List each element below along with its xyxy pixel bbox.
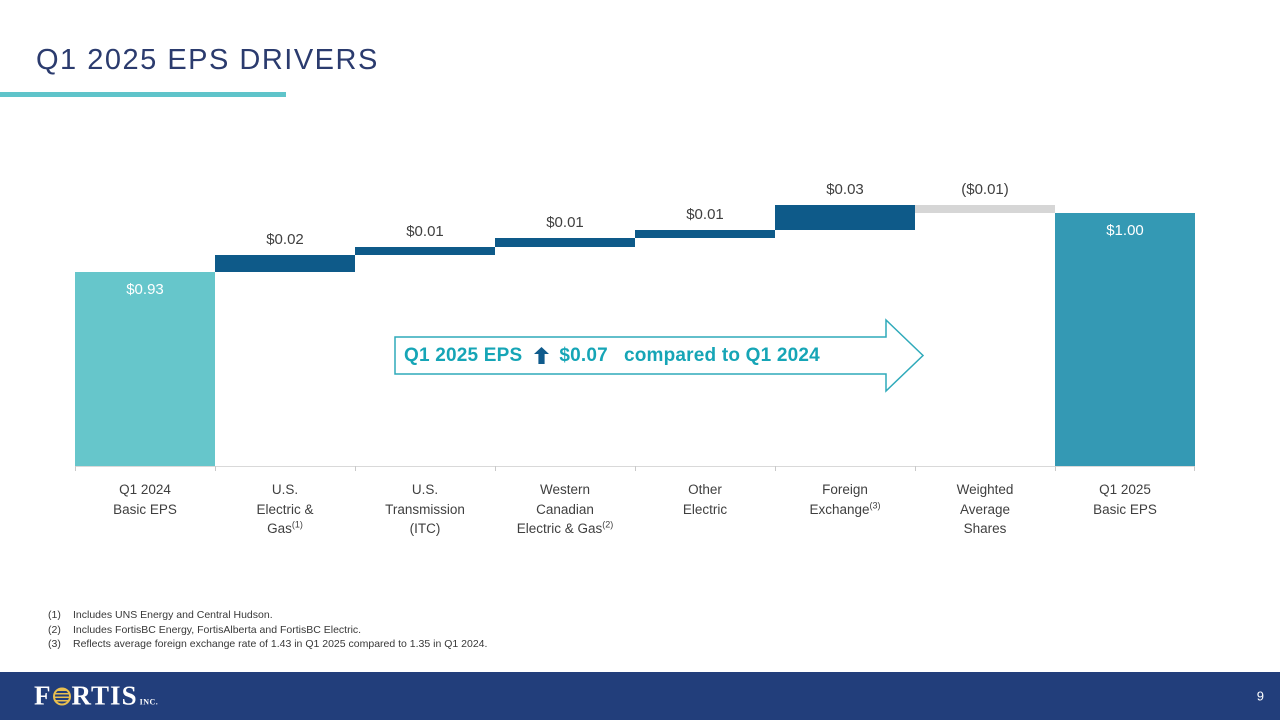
waterfall-bar-4: [495, 238, 635, 247]
axis-tick: [75, 466, 76, 471]
logo-inc-suffix: INC.: [139, 697, 159, 707]
waterfall-bar-5: [635, 230, 775, 239]
axis-tick: [355, 466, 356, 471]
category-label-3: U.S. Transmission (ITC): [385, 482, 465, 536]
footnote-text: Includes FortisBC Energy, FortisAlberta …: [73, 623, 362, 636]
callout-arrow-shape: [394, 318, 925, 393]
footnote-number: (3): [48, 638, 61, 650]
waterfall-bar-6: [775, 204, 915, 231]
footnotes: (1) Includes UNS Energy and Central Huds…: [48, 610, 487, 654]
axis-tick: [495, 466, 496, 471]
footnote-1: (1) Includes UNS Energy and Central Huds…: [48, 610, 487, 621]
waterfall-bar-2: [215, 255, 355, 273]
bar-value-label-8: $1.00: [1106, 222, 1144, 240]
callout-suffix: compared to Q1 2024: [623, 344, 820, 366]
category-label-2: U.S. Electric & Gas(1): [256, 482, 314, 536]
axis-tick: [915, 466, 916, 471]
footnote-text: Includes UNS Energy and Central Hudson.: [73, 609, 273, 621]
waterfall-bar-7: [915, 204, 1055, 214]
bar-value-label-4: $0.01: [546, 214, 584, 232]
bar-value-label-2: $0.02: [266, 231, 304, 249]
up-arrow-icon: [534, 347, 550, 364]
fortis-logo: F RTIS INC.: [34, 681, 158, 712]
callout-amount: $0.07: [559, 344, 608, 366]
page-title: Q1 2025 EPS DRIVERS: [36, 44, 379, 76]
bar-value-label-5: $0.01: [686, 206, 724, 224]
footnote-text: Reflects average foreign exchange rate o…: [73, 638, 488, 650]
logo-letter-f: F: [34, 680, 52, 711]
category-label-8: Q1 2025 Basic EPS: [1093, 482, 1157, 517]
category-label-7: Weighted Average Shares: [956, 482, 1014, 536]
logo-letters-rtis: RTIS: [71, 680, 138, 711]
logo-o-waves-icon: [52, 687, 71, 706]
bar-value-label-1: $0.93: [126, 281, 164, 299]
axis-tick: [635, 466, 636, 471]
category-labels: Q1 2024 Basic EPS U.S. Electric & Gas(1) U.S.…: [75, 480, 1195, 539]
page-number: 9: [1256, 688, 1264, 704]
bar-value-label-7: ($0.01): [961, 180, 1009, 198]
axis-tick: [1194, 466, 1195, 471]
title-accent-rule: [0, 92, 286, 97]
waterfall-bar-3: [355, 246, 495, 256]
axis-tick: [775, 466, 776, 471]
category-label-1: Q1 2024 Basic EPS: [113, 482, 177, 517]
footer-bar: F RTIS INC. 9: [0, 672, 1280, 720]
category-label-4: Western Canadian Electric & Gas(2): [516, 482, 614, 536]
callout-prefix: Q1 2025 EPS: [404, 344, 523, 366]
footnote-3: (3) Reflects average foreign exchange ra…: [48, 639, 487, 650]
waterfall-bar-8: [1055, 213, 1195, 466]
waterfall-plot: $0.93 $0.02 $0.01 $0.01 $0.01 $0.03 ($0.01) $1.…: [75, 150, 1195, 471]
axis-tick: [215, 466, 216, 471]
footnote-number: (1): [48, 609, 61, 621]
axis-tick: [1055, 466, 1056, 471]
footnote-2: (2) Includes FortisBC Energy, FortisAlbe…: [48, 623, 487, 636]
bar-value-label-6: $0.03: [826, 180, 864, 198]
category-label-6: Foreign Exchange(3): [809, 482, 881, 517]
footnote-number: (2): [48, 623, 61, 636]
category-label-5: Other Electric: [682, 482, 728, 517]
bar-value-label-3: $0.01: [406, 222, 444, 240]
callout-banner: Q1 2025 EPS $0.07 compared to Q1 2024: [404, 337, 820, 374]
waterfall-bar-1: [75, 272, 215, 466]
